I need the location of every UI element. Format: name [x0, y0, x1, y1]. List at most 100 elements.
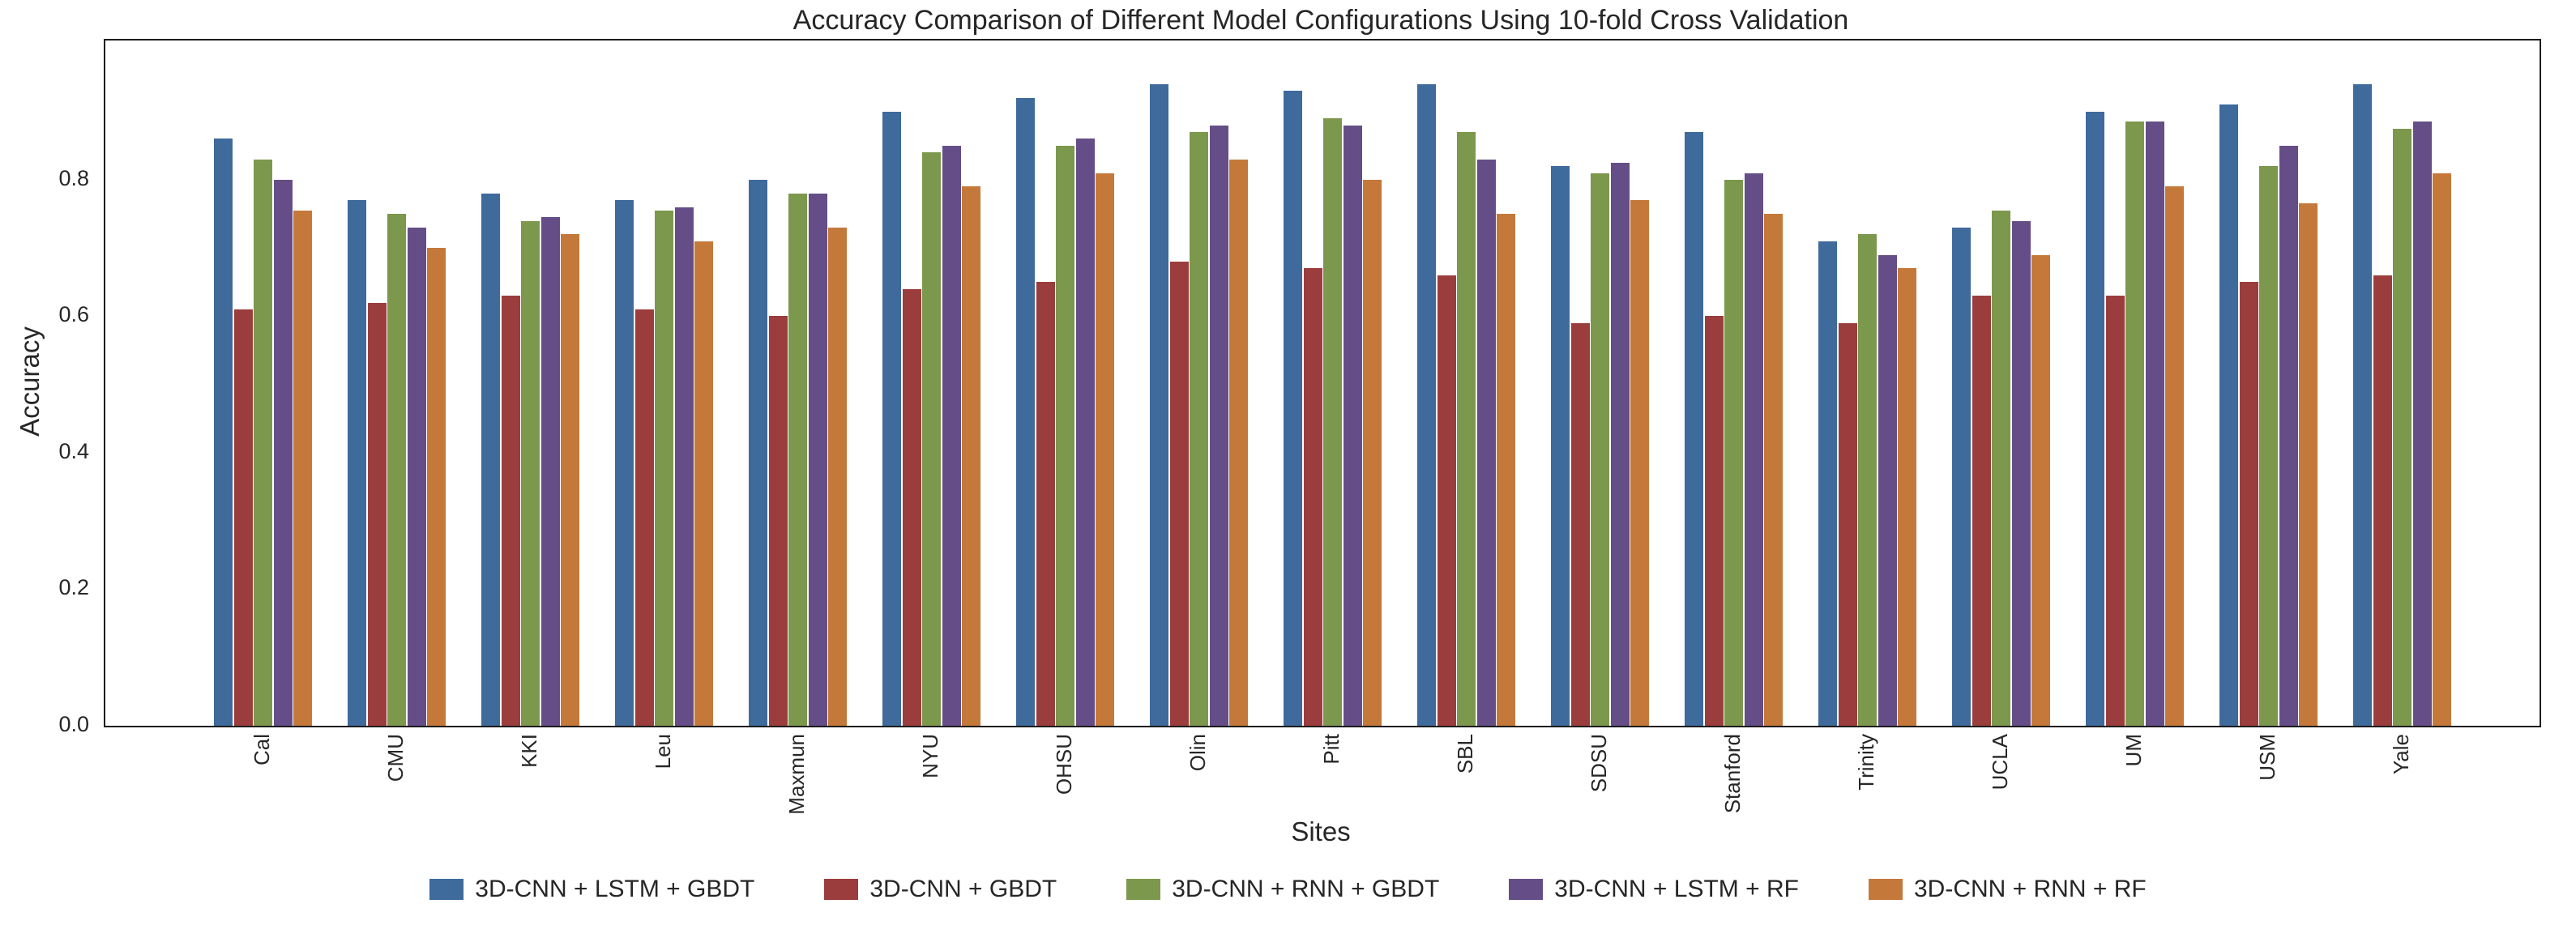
bar-SBL-3D-CNN-LSTM-RF	[1476, 159, 1496, 726]
x-tick-label-Trinity: Trinity	[1854, 734, 1878, 791]
bar-Trinity-3D-CNN-LSTM-GBDT	[1818, 241, 1837, 726]
bar-CMU-3D-CNN-LSTM-GBDT	[348, 200, 366, 726]
bar-Yale-3D-CNN-GBDT	[2373, 275, 2392, 726]
x-tick-label-Pitt: Pitt	[1319, 734, 1344, 765]
bar-Pitt-3D-CNN-RNN-RF	[1363, 179, 1382, 726]
legend-swatch	[1126, 879, 1161, 900]
bar-Trinity-3D-CNN-GBDT	[1838, 322, 1857, 726]
x-tick-label-Olin: Olin	[1185, 734, 1210, 772]
bar-Trinity-3D-CNN-LSTM-RF	[1878, 254, 1897, 726]
bar-Pitt-3D-CNN-GBDT	[1303, 268, 1322, 726]
x-tick-label-CMU: CMU	[383, 734, 408, 782]
bar-Olin-3D-CNN-LSTM-RF	[1209, 125, 1228, 726]
bar-KKI-3D-CNN-GBDT	[501, 296, 520, 726]
y-tick-label-0.4: 0.4	[58, 438, 89, 463]
bar-OHSU-3D-CNN-LSTM-RF	[1075, 139, 1095, 726]
bar-USM-3D-CNN-GBDT	[2239, 282, 2258, 726]
bar-Trinity-3D-CNN-RNN-RF	[1898, 268, 1916, 726]
legend-label: 3D-CNN + RNN + GBDT	[1172, 876, 1440, 902]
bar-SBL-3D-CNN-RNN-GBDT	[1457, 131, 1476, 726]
x-tick-label-NYU: NYU	[918, 734, 942, 778]
bar-Cal-3D-CNN-LSTM-GBDT	[214, 139, 233, 726]
bar-Leu-3D-CNN-LSTM-GBDT	[615, 200, 634, 726]
bar-CMU-3D-CNN-RNN-GBDT	[387, 214, 406, 726]
bar-UCLA-3D-CNN-LSTM-RF	[2011, 220, 2031, 726]
bar-Pitt-3D-CNN-LSTM-RF	[1343, 125, 1362, 726]
bar-KKI-3D-CNN-RNN-RF	[561, 234, 579, 726]
bar-UM-3D-CNN-GBDT	[2105, 296, 2125, 726]
bar-NYU-3D-CNN-RNN-RF	[962, 186, 980, 726]
bar-NYU-3D-CNN-LSTM-RF	[942, 145, 961, 726]
bar-group-UCLA	[1952, 210, 2051, 726]
legend-label: 3D-CNN + LSTM + GBDT	[475, 876, 755, 902]
bar-KKI-3D-CNN-LSTM-GBDT	[481, 193, 500, 726]
bar-group-SBL	[1417, 83, 1516, 726]
bar-UM-3D-CNN-LSTM-RF	[2145, 121, 2164, 726]
bar-Maxmun-3D-CNN-RNN-RF	[828, 227, 847, 726]
bar-Cal-3D-CNN-RNN-GBDT	[254, 159, 272, 726]
bar-Maxmun-3D-CNN-LSTM-GBDT	[749, 179, 767, 726]
bar-SDSU-3D-CNN-GBDT	[1570, 322, 1590, 726]
bar-Leu-3D-CNN-RNN-RF	[694, 241, 713, 726]
bar-group-Stanford	[1685, 131, 1784, 726]
bar-Cal-3D-CNN-LSTM-RF	[273, 179, 293, 726]
bar-Pitt-3D-CNN-LSTM-GBDT	[1284, 91, 1302, 726]
bar-Yale-3D-CNN-LSTM-RF	[2412, 121, 2432, 726]
bar-USM-3D-CNN-RNN-RF	[2299, 203, 2318, 726]
bar-Yale-3D-CNN-RNN-GBDT	[2393, 128, 2412, 726]
bar-USM-3D-CNN-RNN-GBDT	[2259, 166, 2278, 726]
x-tick-label-UM: UM	[2121, 734, 2146, 767]
bar-UM-3D-CNN-LSTM-GBDT	[2086, 111, 2104, 726]
bar-SDSU-3D-CNN-LSTM-GBDT	[1551, 166, 1570, 726]
bar-SDSU-3D-CNN-LSTM-RF	[1610, 162, 1630, 726]
bar-group-SDSU	[1551, 162, 1650, 726]
y-axis-title: Accuracy	[15, 326, 45, 437]
bar-group-OHSU	[1016, 97, 1115, 726]
x-tick-label-KKI: KKI	[517, 734, 541, 768]
bar-Olin-3D-CNN-GBDT	[1169, 262, 1189, 726]
x-tick-label-Yale: Yale	[2389, 734, 2413, 775]
bar-group-Pitt	[1284, 91, 1382, 726]
bar-Cal-3D-CNN-RNN-RF	[293, 210, 312, 726]
bar-UM-3D-CNN-RNN-RF	[2165, 186, 2184, 726]
bar-group-UM	[2086, 111, 2185, 726]
bar-KKI-3D-CNN-LSTM-RF	[540, 217, 560, 726]
bar-UCLA-3D-CNN-RNN-GBDT	[1992, 210, 2010, 726]
bar-NYU-3D-CNN-RNN-GBDT	[922, 152, 941, 726]
legend-item-3D-CNN-RNN-RF: 3D-CNN + RNN + RF	[1868, 876, 2147, 903]
bar-SBL-3D-CNN-GBDT	[1437, 275, 1456, 726]
bar-OHSU-3D-CNN-GBDT	[1036, 282, 1055, 726]
legend-item-3D-CNN-LSTM-GBDT: 3D-CNN + LSTM + GBDT	[429, 876, 754, 903]
legend-item-3D-CNN-RNN-GBDT: 3D-CNN + RNN + GBDT	[1126, 876, 1439, 903]
bar-Olin-3D-CNN-RNN-RF	[1229, 159, 1248, 726]
bar-SBL-3D-CNN-LSTM-GBDT	[1417, 83, 1436, 726]
bar-Stanford-3D-CNN-LSTM-RF	[1744, 173, 1763, 726]
legend-swatch	[429, 879, 464, 900]
x-tick-label-Cal: Cal	[250, 734, 274, 766]
y-tick-label-0.6: 0.6	[58, 302, 89, 327]
bar-SDSU-3D-CNN-RNN-RF	[1630, 200, 1649, 726]
bar-KKI-3D-CNN-RNN-GBDT	[521, 220, 540, 726]
bar-USM-3D-CNN-LSTM-RF	[2279, 145, 2298, 726]
bar-SDSU-3D-CNN-RNN-GBDT	[1591, 173, 1609, 726]
bar-group-Maxmun	[749, 179, 848, 726]
legend-label: 3D-CNN + LSTM + RF	[1554, 876, 1799, 902]
bar-CMU-3D-CNN-RNN-RF	[427, 248, 446, 726]
bar-Maxmun-3D-CNN-LSTM-RF	[808, 193, 827, 726]
bar-Cal-3D-CNN-GBDT	[233, 309, 253, 726]
x-tick-label-OHSU: OHSU	[1052, 734, 1076, 795]
bar-UM-3D-CNN-RNN-GBDT	[2125, 121, 2144, 726]
bar-Stanford-3D-CNN-RNN-RF	[1764, 214, 1783, 726]
bar-NYU-3D-CNN-LSTM-GBDT	[882, 111, 901, 726]
legend-swatch	[1868, 879, 1903, 900]
bar-Maxmun-3D-CNN-GBDT	[768, 316, 788, 726]
legend-swatch	[824, 879, 859, 900]
bar-SBL-3D-CNN-RNN-RF	[1497, 214, 1515, 726]
bar-group-CMU	[348, 200, 446, 726]
bar-OHSU-3D-CNN-RNN-RF	[1096, 173, 1114, 726]
bar-Yale-3D-CNN-LSTM-GBDT	[2353, 83, 2372, 726]
bar-group-Cal	[214, 139, 313, 726]
bar-Stanford-3D-CNN-GBDT	[1704, 316, 1724, 726]
x-tick-label-USM: USM	[2255, 734, 2279, 781]
